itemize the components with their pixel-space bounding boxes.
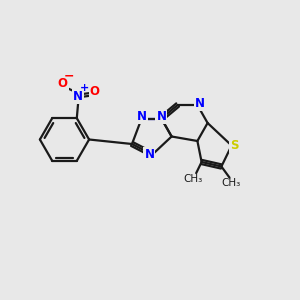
Text: +: + bbox=[80, 83, 89, 93]
Text: CH₃: CH₃ bbox=[184, 173, 203, 184]
Text: −: − bbox=[64, 70, 74, 83]
Text: O: O bbox=[58, 76, 68, 90]
Text: N: N bbox=[73, 90, 83, 103]
Text: S: S bbox=[230, 139, 239, 152]
Text: CH₃: CH₃ bbox=[221, 178, 241, 188]
Text: N: N bbox=[144, 148, 154, 161]
Text: N: N bbox=[156, 110, 167, 124]
Text: O: O bbox=[90, 85, 100, 98]
Text: N: N bbox=[195, 97, 205, 110]
Text: N: N bbox=[136, 110, 147, 124]
